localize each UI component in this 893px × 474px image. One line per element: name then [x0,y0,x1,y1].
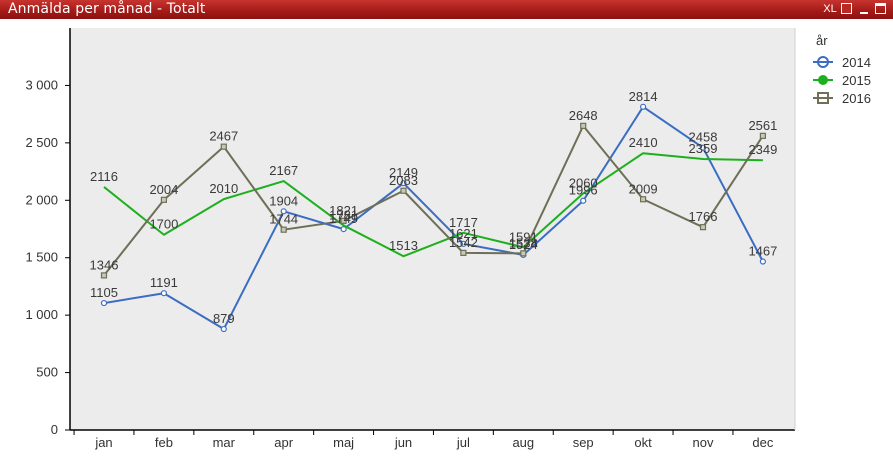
data-label-2014: 1996 [569,183,598,198]
data-label-2014: 879 [213,311,235,326]
data-point-2014 [100,299,108,307]
x-tick-label: sep [573,435,594,450]
data-label-2015: 1513 [389,238,418,253]
series-line-2014 [103,105,764,331]
data-point-2016 [639,196,647,203]
data-point-2016 [280,226,287,233]
x-tick-label: feb [155,435,173,450]
legend-label: 2014 [842,55,871,70]
x-tick-label: maj [333,435,354,450]
data-label-2016: 2561 [748,118,777,133]
legend-marker-icon [813,75,833,85]
data-point-2016 [460,249,467,256]
y-tick-label: 3 000 [25,77,58,92]
x-tick-label: apr [274,435,293,450]
data-point-2014 [699,144,707,151]
data-label-2014: 1621 [449,226,478,241]
x-tick-label: jan [94,435,112,450]
data-label-2014: 2458 [689,130,718,145]
y-tick-label: 2 000 [25,192,58,207]
data-point-2016 [100,272,108,279]
data-label-2014: 1467 [748,244,777,259]
data-point-2014 [639,103,647,110]
data-point-2014 [400,180,407,187]
data-label-2016: 2009 [629,181,658,196]
data-label-2015: 2410 [629,135,658,150]
data-label-2014: 1524 [509,237,538,252]
data-label-2015: 1591 [509,229,538,244]
line-chart: 0 500 1 000 1 500 2 000 2 500 3 000 jan feb mar ap… [25,28,796,450]
data-label-2016: 1542 [449,235,478,250]
x-tick-label: okt [634,435,652,450]
data-point-2016 [759,132,767,139]
data-label-2014: 1749 [329,211,358,226]
legend-marker-icon [813,92,833,104]
x-tick-label: dec [752,435,773,450]
data-label-2016: 1538 [509,235,538,250]
series-line-2016 [103,124,764,277]
legend-item-2016[interactable]: 2016 [812,89,892,107]
data-label-2015: 2359 [689,141,718,156]
legend-label: 2015 [842,73,871,88]
series-line-2015 [103,152,763,258]
data-label-2016: 1766 [689,209,718,224]
legend-item-2014[interactable]: 2014 [812,53,892,71]
data-label-2014: 1105 [90,285,118,300]
data-label-2015: 1700 [149,217,178,232]
x-tick-label: jul [456,435,470,450]
data-point-2014 [340,226,347,233]
data-label-2015: 1717 [449,215,478,230]
data-label-2016: 1821 [329,203,358,218]
maximize-icon[interactable] [874,2,888,17]
y-tick-label: 1 500 [25,250,58,265]
window-titlebar: Anmälda per månad - Totalt XL [0,0,893,19]
x-tick-label: jun [394,435,412,450]
data-point-2016 [580,122,587,129]
x-tick-label: nov [693,435,714,450]
data-label-2016: 2004 [149,182,178,197]
data-label-2016: 2083 [389,173,418,188]
data-label-2015: 2167 [269,163,298,178]
restore-icon[interactable] [840,2,854,17]
data-point-2014 [160,290,167,297]
data-label-2015: 2060 [569,175,598,190]
legend-item-2015[interactable]: 2015 [812,71,892,89]
data-point-2014 [280,208,287,215]
data-point-2014 [580,197,587,204]
data-label-2016: 2648 [569,108,598,123]
y-tick-label: 2 500 [25,135,58,150]
data-point-2016 [699,224,707,231]
data-point-2016 [520,250,527,257]
data-label-2016: 1346 [90,257,119,272]
data-label-2015: 2116 [90,169,118,184]
data-label-2015: 1781 [329,207,358,222]
data-point-2014 [220,325,227,333]
xl-export-button[interactable]: XL [823,3,837,15]
data-point-2014 [460,240,467,247]
minimize-icon[interactable] [858,2,870,17]
y-tick-label: 500 [36,365,58,380]
data-label-2015: 2010 [209,181,238,196]
legend-marker-icon [813,56,833,68]
data-point-2014 [759,258,767,265]
data-label-2014: 2149 [389,165,418,180]
y-tick-label: 1 000 [25,307,58,322]
data-point-2016 [160,196,167,203]
legend-label: 2016 [842,91,871,106]
data-label-2014: 1904 [269,193,298,208]
plot-area [70,28,795,430]
data-point-2016 [340,217,347,224]
legend-title: år [816,33,828,48]
data-label-2016: 1744 [269,212,298,227]
data-point-2016 [220,143,227,150]
data-point-2016 [400,187,407,194]
y-tick-label: 0 [51,422,58,437]
data-label-2014: 1191 [150,275,178,290]
window-title: Anmälda per månad - Totalt [8,1,206,17]
x-tick-label: aug [512,435,534,450]
x-tick-label: mar [213,435,236,450]
data-label-2014: 2814 [629,89,658,104]
data-label-2016: 2467 [209,129,238,144]
data-label-2015: 2349 [748,142,777,157]
